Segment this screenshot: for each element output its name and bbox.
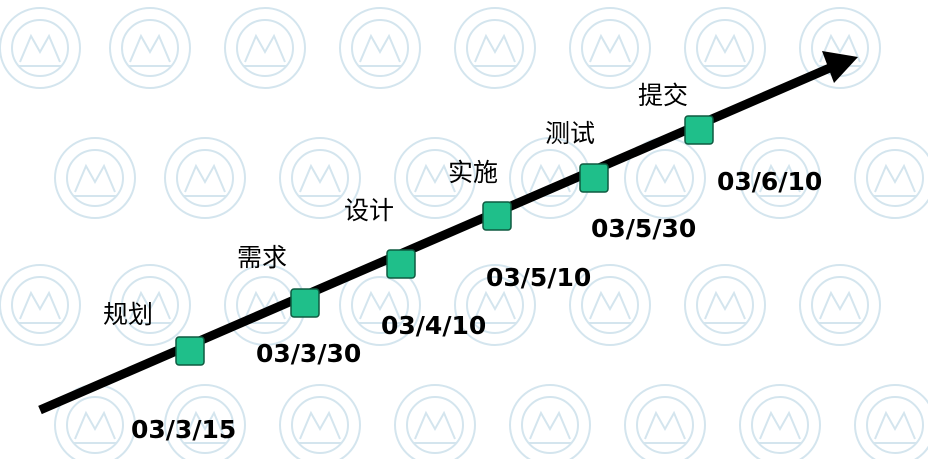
watermark-seal-icon: [54, 384, 136, 459]
watermark-seal-icon: [279, 137, 361, 219]
milestone-marker: [175, 336, 205, 366]
milestone-marker: [290, 288, 320, 318]
milestone-marker: [482, 201, 512, 231]
timeline-steps: 规划 03/3/15 需求 03/3/30 设计 03/4/10 实施 03/5…: [103, 81, 822, 444]
watermark-seal-icon: [109, 264, 191, 346]
watermark-seal-icon: [339, 7, 421, 89]
watermark-seal-icon: [0, 264, 81, 346]
step-label: 实施: [448, 158, 498, 187]
watermark-seal-icon: [454, 7, 536, 89]
watermark-seal-icon: [394, 384, 476, 459]
watermark-seal-icon: [109, 7, 191, 89]
watermark-seal-icon: [854, 384, 928, 459]
watermark-seal-icon: [739, 384, 821, 459]
watermark-seal-icon: [454, 264, 536, 346]
watermark-seal-icon: [569, 264, 651, 346]
milestone-marker: [684, 115, 714, 145]
watermark-seal-icon: [164, 137, 246, 219]
step-date: 03/5/30: [591, 214, 696, 243]
step-label: 需求: [237, 243, 287, 272]
watermark-seal-icon: [799, 264, 881, 346]
watermark-seal-icon: [54, 137, 136, 219]
watermark-seal-icon: [0, 7, 81, 89]
step-date: 03/3/15: [131, 415, 236, 444]
watermark-seal-icon: [224, 7, 306, 89]
watermark-seal-icon: [739, 137, 821, 219]
step-label: 规划: [103, 300, 153, 329]
step-date: 03/5/10: [486, 263, 591, 292]
watermark-seal-icon: [394, 137, 476, 219]
step-label: 设计: [344, 196, 394, 225]
timeline-step: 需求 03/3/30: [237, 243, 361, 368]
timeline-step: 提交 03/6/10: [638, 81, 822, 196]
watermark-seal-icon: [854, 137, 928, 219]
timeline-arrow: [38, 51, 858, 415]
milestone-marker: [579, 163, 609, 193]
watermark-seal-icon: [684, 264, 766, 346]
timeline-step: 实施 03/5/10: [448, 158, 591, 292]
arrow-head-icon: [822, 51, 858, 83]
timeline-step: 设计 03/4/10: [344, 196, 486, 340]
watermark-seal-icon: [569, 7, 651, 89]
watermark-seal-icon: [624, 384, 706, 459]
step-label: 提交: [638, 81, 688, 110]
step-date: 03/6/10: [717, 167, 822, 196]
step-date: 03/3/30: [256, 339, 361, 368]
milestone-marker: [386, 249, 416, 279]
watermark-pattern: [0, 7, 928, 459]
watermark-seal-icon: [509, 384, 591, 459]
watermark-seal-icon: [164, 384, 246, 459]
timeline-step: 规划 03/3/15: [103, 300, 236, 444]
step-date: 03/4/10: [381, 311, 486, 340]
step-label: 测试: [545, 119, 595, 148]
watermark-seal-icon: [279, 384, 361, 459]
timeline-step: 测试 03/5/30: [545, 119, 696, 243]
watermark-seal-icon: [684, 7, 766, 89]
